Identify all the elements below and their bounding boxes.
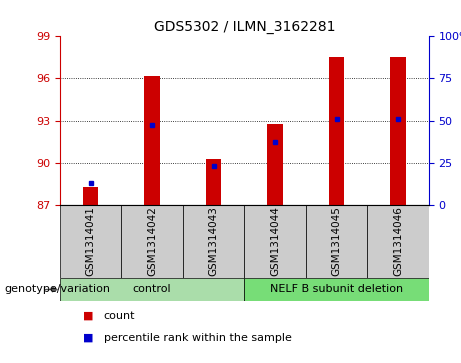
Text: GSM1314045: GSM1314045 xyxy=(331,207,342,276)
Text: GSM1314041: GSM1314041 xyxy=(86,207,96,276)
Text: ■: ■ xyxy=(83,311,94,321)
Bar xyxy=(329,57,344,205)
Text: genotype/variation: genotype/variation xyxy=(5,285,111,294)
Text: percentile rank within the sample: percentile rank within the sample xyxy=(104,333,292,343)
Bar xyxy=(390,57,406,205)
Title: GDS5302 / ILMN_3162281: GDS5302 / ILMN_3162281 xyxy=(154,20,335,34)
Bar xyxy=(306,205,367,278)
Text: NELF B subunit deletion: NELF B subunit deletion xyxy=(270,285,403,294)
Text: GSM1314044: GSM1314044 xyxy=(270,207,280,276)
Bar xyxy=(183,205,244,278)
Bar xyxy=(121,205,183,278)
Bar xyxy=(267,123,283,205)
Text: GSM1314043: GSM1314043 xyxy=(208,207,219,276)
Bar xyxy=(367,205,429,278)
Bar xyxy=(83,187,98,205)
Text: GSM1314046: GSM1314046 xyxy=(393,207,403,276)
Bar xyxy=(144,76,160,205)
Bar xyxy=(206,159,221,205)
Bar xyxy=(60,205,121,278)
Bar xyxy=(244,278,429,301)
Text: GSM1314042: GSM1314042 xyxy=(147,207,157,276)
Text: control: control xyxy=(133,285,171,294)
Bar xyxy=(60,278,244,301)
Text: count: count xyxy=(104,311,135,321)
Bar xyxy=(244,205,306,278)
Text: ■: ■ xyxy=(83,333,94,343)
